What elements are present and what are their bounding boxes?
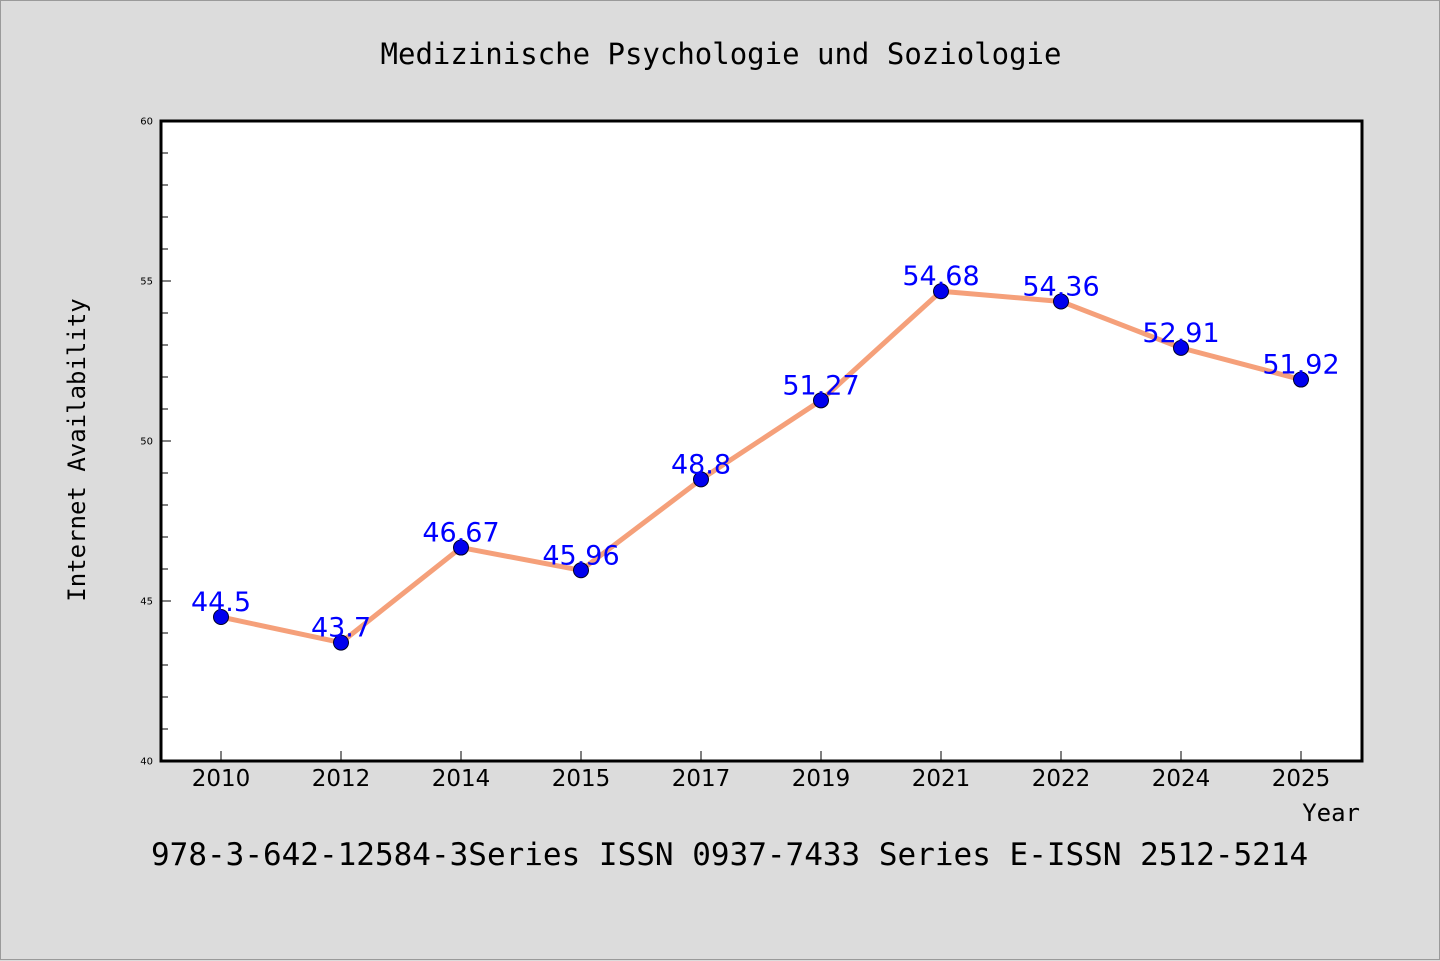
data-point [693,471,709,488]
data-point [813,392,829,409]
series-line [218,288,1304,646]
x-tick-label: 2017 [672,766,731,792]
chart-title: Medizinische Psychologie und Soziologie [381,37,1062,71]
data-label: 51.92 [1262,350,1339,381]
x-tick-label: 2022 [1032,766,1091,792]
data-label: 48.8 [671,449,731,480]
data-point [573,562,589,579]
x-tick-label: 2021 [912,766,971,792]
x-tick-label: 2025 [1272,766,1331,792]
data-point [453,539,469,556]
data-label: 46.67 [422,518,499,549]
x-tick-label: 2019 [792,766,851,792]
data-label: 44.5 [191,587,251,618]
y-tick-label: 45 [140,597,153,608]
y-tick-label: 60 [140,117,153,128]
x-tick-label: 2010 [192,766,251,792]
x-tick-label: 2012 [312,766,371,792]
data-point [1053,293,1069,310]
x-tick-label: 2014 [432,766,491,792]
y-axis-label: Internet Availability [63,298,91,601]
data-point [1173,339,1189,356]
y-tick-label: 50 [140,437,153,448]
data-label: 54.68 [902,261,979,292]
x-axis-label: Year [1302,799,1360,827]
data-point [333,634,349,651]
x-axis: 2010 2012 2014 2015 2017 2019 2021 2022 2024 2025 [192,751,1331,792]
y-tick-label: 40 [140,757,153,768]
y-tick-label: 55 [140,277,153,288]
data-label: 54.36 [1022,271,1099,302]
footer-isbn-text: 978-3-642-12584-3Series ISSN 0937-7433 S… [151,837,1308,873]
data-label: 43.7 [311,613,371,644]
series-group: 44.5 43.7 46.67 45.96 48.8 51.27 54.68 54.36 52.… [191,261,1340,651]
y-axis: 40 45 50 55 60 [140,117,171,768]
data-label: 51.27 [782,370,859,401]
data-point [213,609,229,625]
x-tick-label: 2024 [1152,766,1211,792]
data-label: 45.96 [542,540,619,571]
x-tick-label: 2015 [552,766,611,792]
data-label: 52.91 [1142,318,1219,349]
data-point [1293,371,1309,388]
data-point [933,283,949,300]
